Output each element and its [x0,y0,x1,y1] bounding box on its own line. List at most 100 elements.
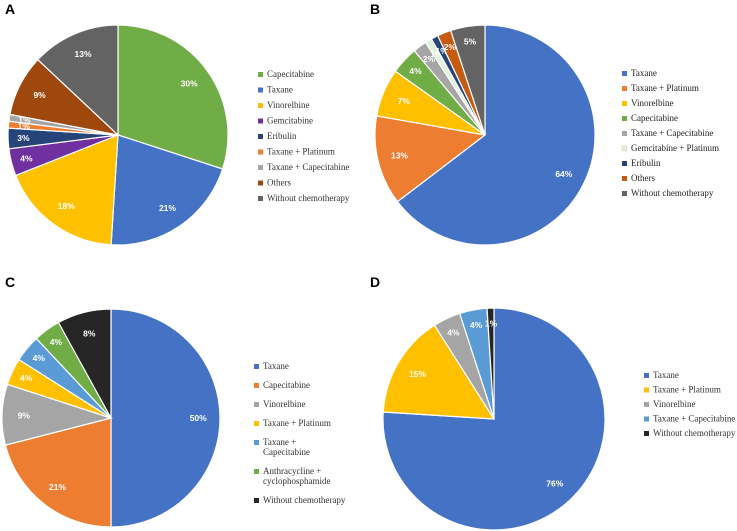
slice-label-b-taxane-platinum: 13% [391,151,408,161]
slice-label-b-vinorelbine: 7% [398,96,411,106]
legend-label: Gemcitabine [267,116,313,126]
legend-item-a-capecitabine: Capecitabine [258,69,314,79]
legend-swatch [622,86,627,91]
legend-item-c-without-chemotherapy: Without chemotherapy [254,495,346,505]
legend-d: Taxane Taxane + Platinum Vinorelbine Taxane… [644,370,736,438]
slice-label-c-anthracycline-cyclophosphamide: 4% [50,337,63,347]
legend-swatch [254,421,259,426]
legend-swatch [254,498,259,503]
slice-label-b-without-chemotherapy: 5% [464,37,477,47]
legend-label: Taxane + Capecitabine [263,437,310,457]
legend-item-b-taxane: Taxane [622,68,657,78]
pie-chart-a: A 30% 21% 18% 4% 3% 1%1% 9% 13% Capecitabine Taxan… [5,1,350,246]
slice-label-c-capecitabine: 21% [49,482,66,492]
legend-item-c-capecitabine: Capecitabine [254,380,310,390]
legend-item-a-taxane-capecitabine: Taxane + Capecitabine [258,162,349,172]
legend-item-d-taxane-platinum: Taxane + Platinum [644,385,721,395]
panel-letter-d: D [370,274,380,290]
slice-label-d-taxane: 76% [546,479,563,489]
slice-label-a-without-chemotherapy: 13% [75,49,92,59]
slice-label-d-vinorelbine: 4% [447,328,460,338]
legend-label: Without chemotherapy [631,188,714,198]
slice-b-without-chemotherapy [449,24,486,136]
slice-c-without-chemotherapy [57,308,112,419]
legend-label: Without chemotherapy [267,193,350,203]
legend-label: Capecitabine [631,113,678,123]
legend-label: Others [631,173,655,183]
legend-label: Anthracycline + cyclophosphamide [263,466,330,486]
legend-item-d-taxane: Taxane [644,370,679,380]
legend-label: Capecitabine [267,69,314,79]
legend-swatch [622,71,627,76]
slice-label-c-taxane-capecitabine: 4% [33,353,46,363]
legend-b: Taxane Taxane + Platinum Vinorelbine Capeci… [621,68,719,198]
legend-swatch [258,149,263,155]
slice-label-a-others: 9% [33,90,46,100]
legend-item-c-vinorelbine: Vinorelbine [254,399,305,409]
slice-b-taxane [396,24,596,246]
legend-a: Capecitabine Taxane Vinorelbine Gemcitabine… [258,69,350,203]
slice-d-taxane-platinum [382,324,496,420]
legend-label: Without chemotherapy [263,495,346,505]
legend-label: Taxane [267,85,293,95]
legend-c: Taxane Capecitabine Vinorelbine Taxane + Pl… [254,361,346,505]
legend-item-a-vinorelbine: Vinorelbine [258,100,309,110]
pie-chart-c: C50%21%9%4%4%4%8%TaxaneCapecitabineVinor… [1,274,346,528]
legend-item-b-taxane-capecitabine: Taxane + Capecitabine [622,128,713,138]
slice-a-capecitabine [117,24,229,170]
legend-swatch [258,72,263,77]
slice-label-d-without-chemotherapy: 1% [485,319,498,329]
legend-item-c-taxane-platinum: Taxane + Platinum [254,418,331,428]
legend-item-a-without-chemotherapy: Without chemotherapy [258,193,350,203]
legend-label: Vinorelbine [267,100,309,110]
legend-swatch [622,191,627,196]
legend-item-a-taxane: Taxane [258,85,293,95]
legend-item-b-eribulin: Eribulin [622,158,661,168]
legend-label: Taxane + Platinum [631,83,699,93]
slice-label-a-eribulin: 3% [17,133,30,143]
legend-item-b-taxane-platinum: Taxane + Platinum [622,83,699,93]
legend-item-b-others: Others [622,173,655,183]
legend-swatch [622,131,627,136]
legend-item-b-without-chemotherapy: Without chemotherapy [622,188,714,198]
legend-swatch [622,101,627,106]
legend-item-d-taxane-capecitabine: Taxane + Capecitabine [644,414,735,424]
slice-label-b-eribulin: 1% [436,46,449,56]
slice-label-c-taxane-platinum: 4% [20,373,33,383]
legend-swatch [258,103,263,108]
legend-label: Taxane + Capecitabine [653,414,735,424]
legend-item-a-gemcitabine: Gemcitabine [258,116,313,126]
slice-label-c-without-chemotherapy: 8% [83,329,96,339]
slice-c-capecitabine [4,417,112,528]
panel-letter-c: C [5,274,15,290]
legend-label: Taxane + Platinum [267,147,335,157]
slice-d-without-chemotherapy [486,307,495,420]
slice-label-d-taxane-capecitabine: 4% [470,320,483,330]
legend-item-d-vinorelbine: Vinorelbine [644,399,695,409]
slice-label-a-gemcitabine: 4% [20,154,33,164]
legend-label: Eribulin [267,131,297,141]
slice-c-taxane [110,308,221,528]
legend-item-c-anthracycline-cyclophosphamide: Anthracycline + cyclophosphamide [254,466,330,486]
slice-label-a-taxane-platinum: 1% [18,121,31,131]
legend-swatch [621,145,628,152]
legend-swatch [644,387,649,393]
slice-label-b-taxane: 64% [555,169,572,179]
legend-item-b-capecitabine: Capecitabine [622,113,678,123]
slice-b-taxane-platinum [374,115,487,203]
legend-swatch [254,440,259,445]
legend-label: Vinorelbine [263,399,305,409]
slice-label-a-taxane-capecitabine: 1% [18,115,31,125]
legend-item-b-vinorelbine: Vinorelbine [622,98,673,108]
legend-label: Gemcitabine + Platinum [631,143,719,153]
panel-letter-a: A [5,1,15,17]
legend-swatch [254,402,259,407]
legend-item-a-taxane-platinum: Taxane + Platinum [258,147,335,157]
legend-label: Eribulin [631,158,661,168]
slice-label-d-taxane-platinum: 15% [409,369,426,379]
legend-swatch [622,176,627,181]
slice-a-vinorelbine [14,134,119,246]
